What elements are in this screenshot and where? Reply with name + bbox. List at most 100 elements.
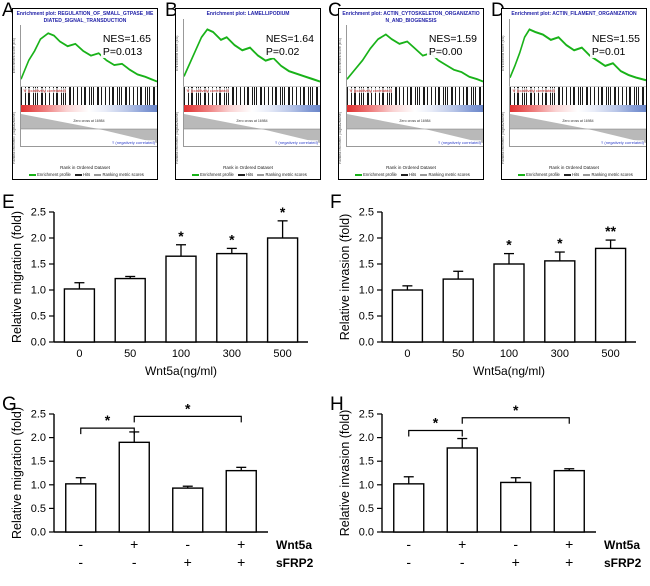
nes-value: NES=1.64	[265, 33, 314, 45]
nes-value: NES=1.59	[428, 33, 477, 45]
y-tick-label: 0.0	[359, 527, 374, 539]
bar	[594, 247, 627, 343]
significance-star: *	[513, 402, 519, 418]
gsea-panel-a: Enrichment plot: REGULATION_OF_SMALL_GTP…	[12, 8, 158, 180]
condition-row-label: Wnt5a	[604, 538, 640, 552]
y-tick-label: 2.5	[31, 207, 46, 219]
rank-axis-label: Ranked list metric (Signal2Noise)	[176, 112, 179, 164]
y-tick-label: 0.0	[31, 337, 46, 349]
pos-correlated-label: 'h' (positively correlated)	[23, 88, 66, 94]
y-tick-label: 1.5	[31, 456, 46, 468]
legend-hits-swatch	[75, 173, 83, 176]
panel-letter-b: B	[165, 0, 178, 21]
legend-profile-swatch	[355, 173, 363, 176]
condition-sign: -	[78, 554, 83, 570]
significance-star: *	[185, 400, 191, 416]
condition-row-label: sFRP2	[604, 556, 642, 570]
condition-sign: +	[130, 536, 138, 552]
migration-dose-chart: 0.0 0.5 1.0 1.5 2.0 2.5 0 50 * 100 * 300 * 500 Wnt5a(n…	[10, 204, 308, 378]
y-axis-label: Relative migration (fold)	[10, 407, 24, 539]
y-tick-label: 2.5	[31, 409, 46, 421]
significance-star: *	[280, 204, 286, 220]
significance-star: *	[506, 237, 512, 253]
gsea-panel-c: Enrichment plot: ACTIN_CYTOSKELETON_ORGA…	[338, 8, 484, 180]
nes-value: NES=1.55	[591, 33, 640, 45]
es-axis-label: Enrichment score (ES)	[339, 38, 342, 74]
gsea-legend: Enrichment profile Hits Ranking metric s…	[13, 170, 157, 179]
legend-rank-swatch	[257, 173, 265, 176]
condition-sign: -	[132, 554, 137, 570]
y-tick-label: 1.5	[31, 259, 46, 271]
neg-correlated-label: 'l' (negatively correlated)	[274, 140, 318, 146]
p-value: P=0.013	[102, 45, 143, 58]
bar	[442, 278, 474, 343]
x-tick-label: 50	[452, 348, 464, 360]
bar	[446, 447, 478, 533]
es-axis-label: Enrichment score (ES)	[176, 35, 179, 71]
significance-star: *	[433, 415, 439, 431]
condition-sign: +	[565, 554, 573, 570]
gsea-title: Enrichment plot: LAMELLIPODIUM	[206, 11, 290, 17]
panel-letter-f: F	[330, 192, 342, 213]
y-tick-label: 1.0	[31, 479, 46, 491]
x-tick-label: 500	[273, 348, 291, 360]
x-tick-label: 300	[551, 348, 569, 360]
hits-ticks: 'h' (positively correlated)	[346, 87, 483, 106]
bar	[493, 263, 525, 343]
bar	[393, 483, 425, 533]
y-tick-label: 2.0	[31, 233, 46, 245]
pos-correlated-label: 'h' (positively correlated)	[512, 88, 555, 94]
rank-gradient-bar	[183, 105, 320, 113]
rank-gradient-bar	[346, 105, 483, 113]
x-axis-label: Wnt5a(ng/ml)	[473, 364, 545, 378]
p-value: P=0.01	[591, 45, 626, 58]
bar	[544, 260, 576, 343]
bar	[118, 441, 150, 533]
rank-gradient-bar	[509, 105, 646, 113]
zero-cross-label: Zero cross at 16984	[399, 119, 431, 124]
legend-rank-swatch	[420, 173, 428, 176]
bar	[165, 255, 197, 343]
significance-star: *	[229, 231, 235, 247]
x-tick-label: 0	[76, 348, 82, 360]
enrichment-curve	[183, 18, 320, 88]
legend-hits-swatch	[401, 173, 409, 176]
condition-row-label: Wnt5a	[276, 538, 312, 552]
gsea-legend: Enrichment profile Hits Ranking metric s…	[176, 170, 320, 179]
p-value: P=0.00	[428, 45, 463, 58]
y-axis-label: Relative invasion (fold)	[338, 214, 352, 340]
bar	[114, 277, 146, 343]
condition-sign: -	[513, 536, 518, 552]
y-tick-label: 2.0	[359, 432, 374, 444]
rank-axis-label: Ranked list metric (Signal2Noise)	[339, 112, 342, 164]
bar	[63, 288, 96, 343]
significance-bracket	[408, 429, 463, 437]
nes-value: NES=1.65	[102, 33, 151, 45]
neg-correlated-label: 'l' (negatively correlated)	[111, 140, 155, 146]
pos-correlated-label: 'h' (positively correlated)	[349, 88, 392, 94]
zero-cross-label: Zero cross at 16984	[236, 119, 268, 124]
gsea-stats: NES=1.65 P=0.013	[100, 33, 153, 59]
y-tick-label: 1.0	[31, 285, 46, 297]
es-axis-label: Enrichment score (ES)	[13, 38, 16, 74]
legend-hits-swatch	[564, 173, 572, 176]
zero-cross-label: Zero cross at 16984	[73, 119, 105, 124]
significance-star: **	[605, 223, 616, 239]
rank-axis-label: Ranked list metric (Signal2Noise)	[502, 112, 505, 164]
significance-star: *	[557, 235, 563, 251]
y-tick-label: 1.5	[359, 259, 374, 271]
gsea-xlabel: Rank in Ordered Dataset	[60, 165, 110, 170]
legend-profile-swatch	[518, 173, 526, 176]
legend-profile-swatch	[29, 173, 37, 176]
x-tick-label: 0	[404, 348, 410, 360]
ranking-metric-plot: Zero cross at 16984 'l' (negatively corr…	[183, 112, 320, 148]
bar	[553, 469, 585, 533]
y-axis-label: Relative invasion (fold)	[338, 410, 352, 536]
condition-sign: +	[237, 536, 245, 552]
enrichment-curve	[20, 25, 157, 88]
condition-sign: +	[237, 554, 245, 570]
rank-gradient-bar	[20, 105, 157, 113]
bar	[500, 481, 532, 533]
gsea-xlabel: Rank in Ordered Dataset	[223, 165, 273, 170]
condition-sign: -	[78, 536, 83, 552]
